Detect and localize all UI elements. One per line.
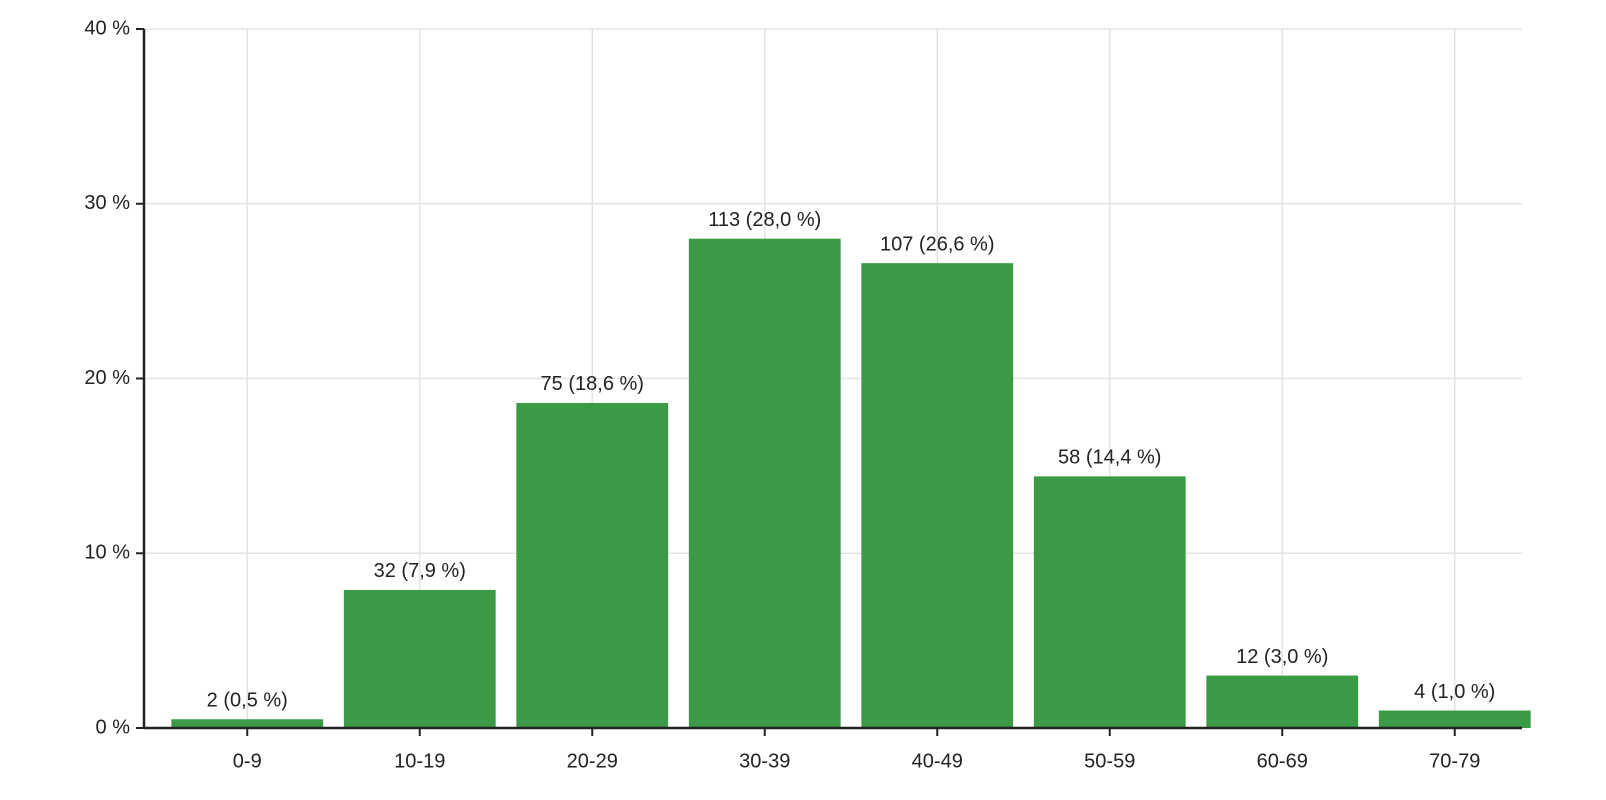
bar [861,263,1014,728]
data-label: 107 (26,6 %) [880,233,995,255]
x-tick-label: 10-19 [394,750,445,772]
y-tick-label: 0 % [96,716,131,738]
data-label: 4 (1,0 %) [1414,681,1495,703]
y-tick-label: 40 % [84,17,130,39]
bar [171,719,324,728]
x-tick-label: 70-79 [1429,750,1480,772]
bar [1033,476,1186,728]
x-tick-label: 60-69 [1257,750,1308,772]
bar [1206,675,1359,728]
y-tick-label: 30 % [84,192,130,214]
y-tick-label: 20 % [84,367,130,389]
x-tick-label: 50-59 [1084,750,1135,772]
data-label: 113 (28,0 %) [708,209,821,231]
x-tick-label: 0-9 [233,750,262,772]
bar [1378,710,1531,728]
bar [343,589,496,728]
data-label: 58 (14,4 %) [1058,447,1161,469]
data-label: 12 (3,0 %) [1236,646,1328,668]
data-label: 32 (7,9 %) [374,560,466,582]
data-label: 2 (0,5 %) [207,690,288,712]
data-label: 75 (18,6 %) [541,373,644,395]
x-tick-label: 30-39 [739,750,790,772]
bar [516,402,669,728]
x-tick-label: 20-29 [567,750,618,772]
y-tick-label: 10 % [84,542,130,564]
bar [688,238,841,728]
x-tick-label: 40-49 [912,750,963,772]
